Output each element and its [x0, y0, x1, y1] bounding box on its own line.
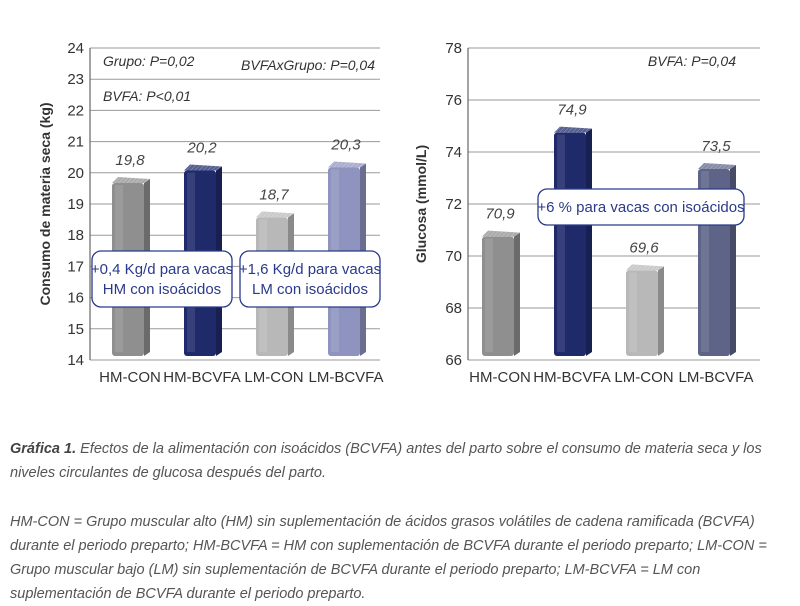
- x-tick-label: LM-CON: [614, 369, 673, 386]
- annotation-box: [91, 250, 233, 308]
- annotation-text: +6 % para vacas con isoácidos: [537, 199, 744, 216]
- y-tick-label: 24: [67, 40, 84, 57]
- data-label: 73,5: [701, 138, 731, 155]
- y-tick-label: 74: [445, 144, 462, 161]
- annotation-callout: +0,4 Kg/d para vacas HM con isoácidos: [91, 250, 233, 308]
- y-tick-label: 66: [445, 352, 462, 369]
- y-tick-label: 76: [445, 92, 462, 109]
- bar-top-hatch: [698, 163, 736, 169]
- caption-text: Efectos de la alimentación con isoácidos…: [10, 441, 762, 481]
- bar-side: [514, 232, 520, 356]
- bar-side: [586, 128, 592, 356]
- bar-highlight: [629, 272, 637, 352]
- y-tick-label: 16: [67, 290, 84, 307]
- bar-top-hatch: [328, 161, 366, 168]
- data-label: 69,6: [629, 239, 659, 256]
- y-tick-label: 15: [67, 321, 84, 338]
- y-tick-label: 22: [67, 102, 84, 119]
- bar-side: [658, 266, 664, 356]
- data-label: 18,7: [259, 186, 289, 203]
- bar-hm-con: [482, 230, 520, 356]
- figure-caption: Gráfica 1. Efectos de la alimentación co…: [10, 437, 790, 485]
- data-label: 70,9: [485, 206, 515, 223]
- charts-figure: 14 15 16 17 18 19 20 21 22 23 24 Consumo de materia…: [37, 40, 760, 386]
- data-label: 74,9: [557, 102, 587, 119]
- bar-top-hatch: [184, 164, 222, 171]
- annotation-text: HM con isoácidos: [103, 281, 221, 298]
- x-tick-label: LM-BCVFA: [308, 369, 383, 386]
- glucose-chart: 66 68 70 72 74 76 78 Glucosa (mmol/L) BVFA: P=0,…: [413, 40, 760, 386]
- annotation-callout: +6 % para vacas con isoácidos: [537, 188, 745, 226]
- annotation-text: LM con isoácidos: [252, 281, 368, 298]
- y-axis-label: Glucosa (mmol/L): [413, 145, 429, 263]
- bar-top-hatch: [482, 230, 520, 237]
- bar-highlight: [485, 238, 493, 352]
- data-label: 20,2: [186, 140, 217, 157]
- bar-top-hatch: [256, 211, 294, 218]
- data-label: 20,3: [330, 136, 361, 153]
- y-tick-label: 68: [445, 300, 462, 317]
- x-tick-label: HM-CON: [99, 369, 161, 386]
- stat-annotation: BVFA: P<0,01: [103, 88, 191, 104]
- bar-hm-bcvfa: [554, 126, 592, 356]
- stat-annotation: BVFAxGrupo: P=0,04: [241, 57, 375, 73]
- annotation-box: [537, 188, 745, 226]
- stat-annotation: BVFA: P=0,04: [648, 53, 736, 69]
- bar-lm-con: [626, 264, 664, 356]
- x-tick-label: LM-CON: [244, 369, 303, 386]
- x-tick-label: LM-BCVFA: [678, 369, 753, 386]
- x-tick-label: HM-BCVFA: [533, 369, 611, 386]
- x-tick-label: HM-BCVFA: [163, 369, 241, 386]
- y-tick-label: 14: [67, 352, 84, 369]
- annotation-text: +1,6 Kg/d para vacas: [239, 261, 381, 278]
- y-tick-label: 72: [445, 196, 462, 213]
- x-tick-label: HM-CON: [469, 369, 531, 386]
- annotation-box: [239, 250, 381, 308]
- y-tick-label: 20: [67, 165, 84, 182]
- y-tick-label: 18: [67, 227, 84, 244]
- y-tick-label: 17: [67, 258, 84, 275]
- y-tick-label: 19: [67, 196, 84, 213]
- annotation-callout: +1,6 Kg/d para vacas LM con isoácidos: [239, 250, 381, 308]
- bar-highlight: [557, 134, 565, 352]
- dry-matter-intake-chart: 14 15 16 17 18 19 20 21 22 23 24 Consumo de materia…: [37, 40, 384, 386]
- bar-top-hatch: [554, 126, 592, 133]
- y-tick-label: 21: [67, 134, 84, 151]
- caption-title: Gráfica 1.: [10, 441, 77, 457]
- bar-top-hatch: [626, 264, 664, 271]
- bar-highlight: [701, 171, 709, 352]
- y-tick-label: 78: [445, 40, 462, 57]
- y-tick-label: 70: [445, 248, 462, 265]
- data-label: 19,8: [115, 152, 145, 169]
- abbreviations-legend: HM-CON = Grupo muscular alto (HM) sin su…: [10, 514, 767, 602]
- bar-top-hatch: [112, 177, 150, 184]
- y-axis-label: Consumo de materia seca (kg): [37, 102, 53, 305]
- y-tick-label: 23: [67, 71, 84, 88]
- stat-annotation: Grupo: P=0,02: [103, 53, 195, 69]
- annotation-text: +0,4 Kg/d para vacas: [91, 261, 233, 278]
